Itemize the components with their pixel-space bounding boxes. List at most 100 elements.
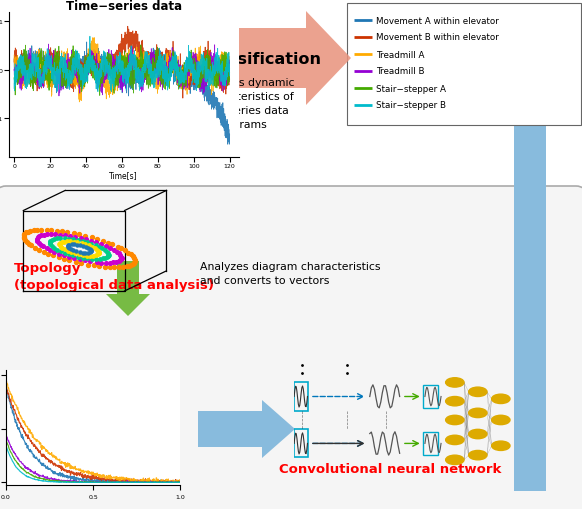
Point xyxy=(116,256,126,264)
Point xyxy=(75,256,84,264)
Circle shape xyxy=(492,441,510,450)
Point xyxy=(27,242,36,250)
Point xyxy=(94,249,104,257)
Point xyxy=(66,249,76,257)
Point xyxy=(81,249,90,258)
Polygon shape xyxy=(502,82,558,491)
Point xyxy=(104,250,113,258)
Point xyxy=(112,248,121,256)
Point xyxy=(46,241,55,249)
Point xyxy=(120,247,129,255)
Point xyxy=(85,248,94,257)
Point xyxy=(77,240,86,248)
Point xyxy=(39,243,48,251)
Point xyxy=(56,243,65,251)
Point xyxy=(89,262,98,270)
Point xyxy=(116,257,125,265)
Point xyxy=(52,227,62,235)
Point xyxy=(93,246,102,254)
Point xyxy=(24,240,34,248)
Point xyxy=(102,248,112,257)
Point xyxy=(46,237,55,245)
Point xyxy=(117,254,126,263)
Point xyxy=(114,258,123,266)
Point xyxy=(83,249,93,257)
Point xyxy=(116,245,126,253)
Point xyxy=(34,246,44,254)
Circle shape xyxy=(446,435,464,445)
Point xyxy=(30,227,39,235)
Point xyxy=(76,235,86,243)
Point xyxy=(130,259,139,267)
Text: Extracts dynamic
characteristics of
time-series data
as diagrams: Extracts dynamic characteristics of time… xyxy=(200,78,294,130)
Point xyxy=(84,242,93,250)
Point xyxy=(126,262,136,270)
Point xyxy=(55,254,64,262)
Point xyxy=(65,250,74,259)
Point xyxy=(64,235,73,243)
Point xyxy=(115,264,124,272)
Point xyxy=(90,244,100,252)
Point xyxy=(97,259,106,267)
Point xyxy=(69,252,78,260)
Point xyxy=(95,255,105,263)
Point xyxy=(101,247,110,255)
Circle shape xyxy=(469,408,487,418)
Point xyxy=(76,242,85,250)
Point xyxy=(47,227,56,235)
Point xyxy=(87,243,97,251)
Text: Treadmill A: Treadmill A xyxy=(376,50,424,60)
Point xyxy=(84,261,93,269)
Point xyxy=(70,230,79,238)
Point xyxy=(101,259,111,267)
Point xyxy=(130,256,139,264)
Point xyxy=(109,259,118,267)
Point xyxy=(94,250,103,258)
Title: Time−series data: Time−series data xyxy=(66,0,182,13)
Point xyxy=(59,256,69,264)
Point xyxy=(65,253,74,261)
Point xyxy=(69,247,78,255)
Point xyxy=(91,241,100,249)
Point xyxy=(87,240,96,248)
Point xyxy=(58,228,67,236)
Point xyxy=(42,226,51,234)
Point xyxy=(103,239,112,247)
Text: Classifications of time−series data: Classifications of time−series data xyxy=(366,0,562,1)
Circle shape xyxy=(469,387,487,397)
Point xyxy=(65,257,74,265)
Point xyxy=(40,248,49,257)
Point xyxy=(23,228,33,236)
Circle shape xyxy=(469,450,487,460)
Point xyxy=(70,234,80,242)
Point xyxy=(84,245,93,253)
Circle shape xyxy=(446,378,464,387)
Point xyxy=(22,238,31,246)
Circle shape xyxy=(492,415,510,425)
Point xyxy=(78,254,87,262)
Point xyxy=(122,263,132,271)
Point xyxy=(118,263,127,271)
Point xyxy=(130,259,139,267)
Point xyxy=(45,239,54,247)
Point xyxy=(20,230,29,238)
Point xyxy=(60,235,69,243)
Point xyxy=(63,229,72,237)
Point xyxy=(45,246,55,254)
Text: Convolutional neural network: Convolutional neural network xyxy=(279,462,501,475)
Point xyxy=(34,239,44,247)
Point xyxy=(109,264,119,272)
Point xyxy=(19,233,28,241)
Point xyxy=(129,260,138,268)
Circle shape xyxy=(446,397,464,406)
Polygon shape xyxy=(196,12,351,106)
Point xyxy=(57,239,66,247)
Point xyxy=(97,241,106,249)
Point xyxy=(48,252,58,260)
Point xyxy=(51,231,60,239)
Text: Topology
(topological data analysis): Topology (topological data analysis) xyxy=(14,262,214,292)
Point xyxy=(91,251,100,260)
Point xyxy=(47,236,56,244)
Point xyxy=(98,237,108,245)
Point xyxy=(49,235,59,243)
